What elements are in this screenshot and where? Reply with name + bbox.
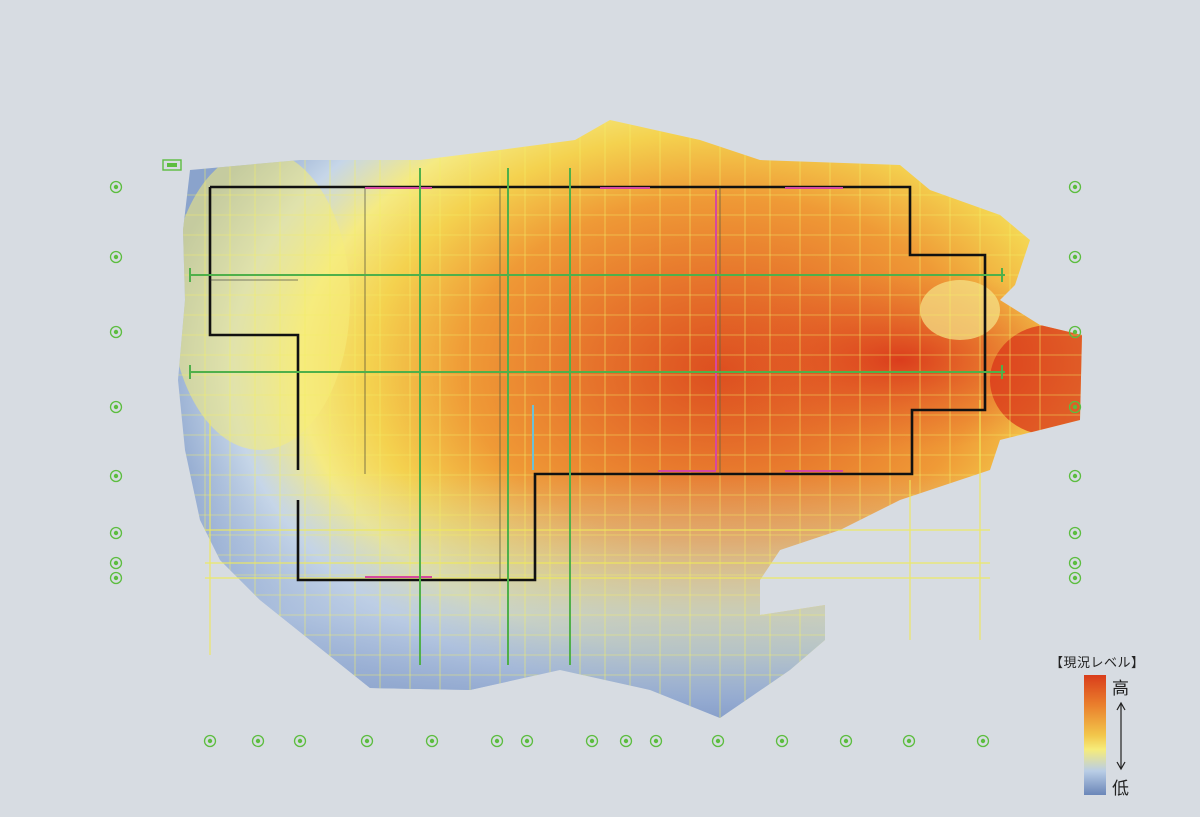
circle-axis-marker-icon [520, 734, 534, 748]
circle-axis-marker-icon [1068, 400, 1082, 414]
circle-axis-marker-icon [619, 734, 633, 748]
axis-markers [109, 180, 1082, 748]
legend-color-bar [1084, 675, 1106, 795]
axis-lines [205, 400, 990, 655]
circle-axis-marker-icon [1068, 250, 1082, 264]
heat-field [178, 120, 1082, 718]
circle-axis-marker-icon [775, 734, 789, 748]
legend: 【現況レベル】 高 低 [1050, 648, 1160, 808]
circle-axis-marker-icon [425, 734, 439, 748]
circle-axis-marker-icon [1068, 180, 1082, 194]
building-interior-walls [210, 187, 721, 580]
circle-axis-marker-icon [251, 734, 265, 748]
circle-axis-marker-icon [1068, 571, 1082, 585]
green-pipes [189, 168, 1005, 665]
circle-axis-marker-icon [1068, 526, 1082, 540]
tag-marker [162, 159, 182, 171]
legend-low-label: 低 [1112, 779, 1129, 799]
circle-axis-marker-icon [109, 526, 123, 540]
circle-axis-marker-icon [109, 180, 123, 194]
circle-axis-marker-icon [1068, 469, 1082, 483]
circle-axis-marker-icon [649, 734, 663, 748]
circle-axis-marker-icon [360, 734, 374, 748]
circle-axis-marker-icon [902, 734, 916, 748]
double-arrow-icon [1116, 701, 1126, 771]
building-outline [208, 185, 987, 582]
circle-axis-marker-icon [203, 734, 217, 748]
circle-axis-marker-icon [585, 734, 599, 748]
circle-axis-marker-icon [109, 556, 123, 570]
circle-axis-marker-icon [839, 734, 853, 748]
circle-axis-marker-icon [109, 571, 123, 585]
circle-axis-marker-icon [1068, 325, 1082, 339]
legend-title: 【現況レベル】 [1050, 656, 1145, 671]
circle-axis-marker-icon [109, 250, 123, 264]
legend-high-label: 高 [1112, 679, 1129, 699]
circle-axis-marker-icon [109, 469, 123, 483]
circle-axis-marker-icon [293, 734, 307, 748]
rectangle-tag-icon [162, 159, 182, 171]
circle-axis-marker-icon [976, 734, 990, 748]
circle-axis-marker-icon [1068, 556, 1082, 570]
circle-axis-marker-icon [711, 734, 725, 748]
circle-axis-marker-icon [490, 734, 504, 748]
circle-axis-marker-icon [109, 325, 123, 339]
circle-axis-marker-icon [109, 400, 123, 414]
